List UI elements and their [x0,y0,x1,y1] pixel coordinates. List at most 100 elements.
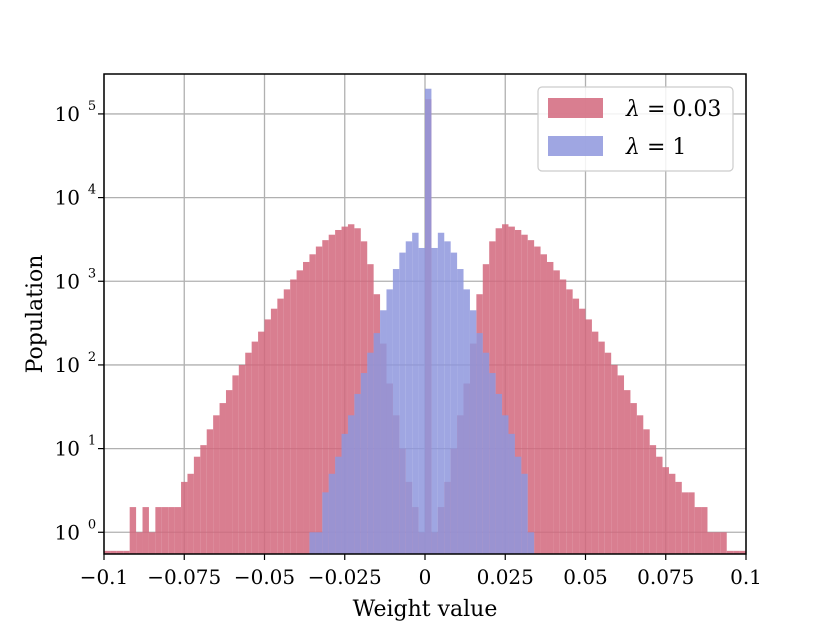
x-tick-label: −0.025 [308,565,382,589]
histogram-bar [611,364,618,554]
histogram-bar [713,532,721,554]
histogram-bar [328,234,336,554]
histogram-bar [238,364,246,554]
histogram-bar [219,403,226,554]
histogram-bars [104,88,746,555]
x-tick-label: 0 [419,565,432,589]
y-tick-label: 10 [55,353,80,377]
histogram-bar [309,532,316,554]
histogram-bar [360,373,368,554]
histogram-bar [514,456,522,554]
histogram-bar [643,429,650,554]
histogram-bar [508,433,515,554]
histogram-bar [591,331,599,554]
histogram-bar [521,473,528,554]
x-tick-label: −0.1 [80,565,129,589]
histogram-bar [534,246,541,554]
legend: λ = 0.03 λ = 1 [537,86,734,172]
histogram-bar [527,240,535,554]
histogram-bar [136,532,143,554]
histogram-bar [142,507,149,554]
histogram-bar [739,550,746,554]
x-tick-label: 0.05 [563,565,608,589]
histogram-bar [476,333,483,554]
histogram-bar [527,532,535,554]
histogram-bar [354,393,361,554]
histogram-bar [418,247,425,555]
histogram-bar [720,532,727,554]
histogram-bar [617,375,625,554]
histogram-bar [315,246,323,554]
x-tick-label: 0.025 [477,565,534,589]
histogram-bar [123,550,130,554]
histogram-bar [187,473,194,554]
histogram-bar [579,308,586,554]
histogram-bar [322,240,329,554]
histogram-bar [463,289,470,554]
histogram-bar [726,550,734,554]
histogram-bar [495,228,503,554]
histogram-bar [155,507,162,554]
histogram-bar [489,373,496,554]
histogram-bar [681,492,689,554]
histogram-bar [630,403,637,554]
histogram-bar [168,507,175,554]
histogram-bar [322,492,329,554]
histogram-bar [636,415,644,554]
x-tick-label: 0.075 [637,565,694,589]
histogram-bar [341,226,348,555]
y-tick-label: 10 [55,269,80,293]
y-tick-exponent: 3 [88,266,96,281]
histogram-bar [521,234,528,554]
histogram-bar [290,279,297,554]
histogram-bar [425,88,432,555]
histogram-bar [335,229,342,554]
histogram-bar [559,279,567,554]
histogram-bar [110,550,117,554]
histogram-bar [258,331,265,554]
histogram-bar [347,224,355,554]
histogram-bar [688,492,695,554]
y-tick-exponent: 0 [88,517,96,532]
legend-swatch [548,136,603,156]
axis-ticks: −0.1 −0.075 −0.05 −0.025 0 0.025 0.05 0.075 0.1 1… [55,99,762,589]
y-tick-label: 10 [55,186,80,210]
histogram-bar [232,375,239,554]
histogram-bar [341,433,348,554]
histogram-bar [412,232,419,555]
histogram-bar [585,319,592,554]
histogram-bar [251,341,259,554]
histogram-bar [546,261,554,554]
histogram-bar [270,308,278,554]
histogram-bar [457,269,464,554]
histogram-bar [200,445,207,554]
histogram-bar [392,269,400,554]
histogram-bar [373,333,381,554]
histogram-bar [129,507,137,554]
histogram-bar [508,226,515,555]
histogram-bar [174,507,182,554]
histogram-bar [604,352,612,554]
histogram-bar [283,289,291,554]
y-tick-exponent: 2 [88,350,96,365]
histogram-bar [649,445,657,554]
histogram-bar [733,550,740,554]
histogram-bar [386,289,393,554]
histogram-bar [495,393,503,554]
histogram-bar [104,550,111,554]
histogram-bar [148,532,156,554]
histogram-bar [598,341,605,554]
histogram-bar [277,298,284,554]
histogram-bar [707,532,714,554]
histogram-bar [469,310,477,554]
histogram-bar [335,456,342,554]
histogram-bar [161,507,169,554]
y-axis-label: Population [23,255,48,374]
histogram-bar [662,467,669,554]
histogram-bar [540,254,547,554]
histogram-bar [405,241,413,554]
histogram-bar [553,270,560,554]
histogram-bar [328,473,336,554]
histogram-bar [668,473,676,554]
